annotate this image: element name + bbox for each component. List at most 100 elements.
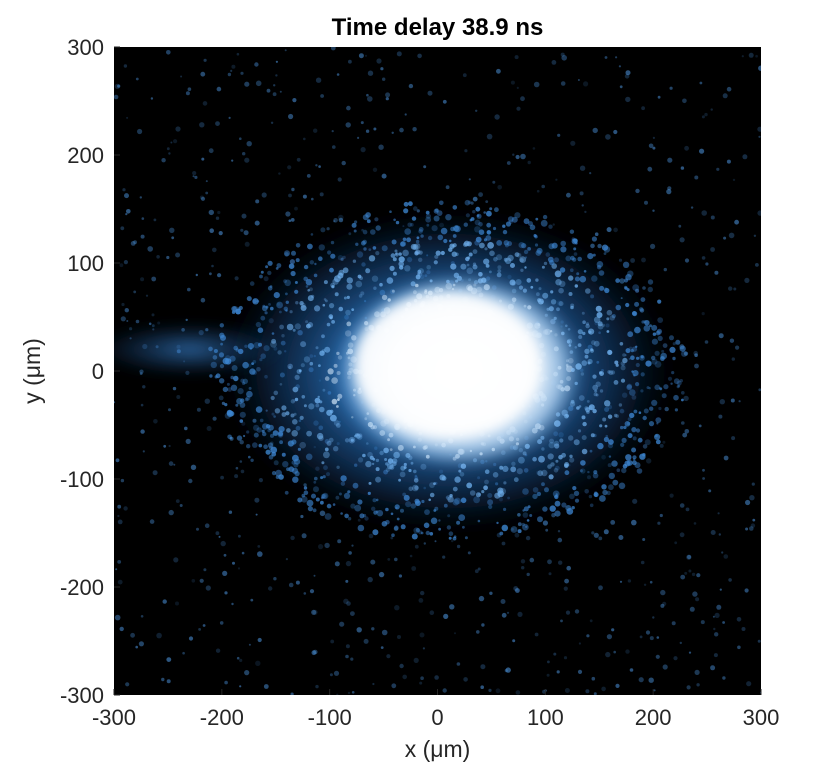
halo-speck	[425, 213, 431, 219]
noise-speck	[115, 568, 118, 571]
noise-speck	[385, 92, 391, 98]
halo-speck	[606, 330, 610, 333]
halo-speck	[573, 490, 580, 497]
halo-speck	[358, 294, 363, 298]
noise-speck	[231, 159, 234, 162]
halo-speck	[242, 381, 246, 385]
halo-speck	[285, 411, 290, 416]
noise-speck	[347, 691, 351, 695]
halo-speck	[494, 207, 499, 213]
halo-speck	[582, 421, 587, 427]
halo-speck	[352, 482, 359, 489]
noise-speck	[290, 535, 295, 541]
halo-speck	[530, 285, 534, 289]
noise-speck	[701, 210, 707, 216]
halo-speck	[452, 205, 458, 210]
halo-speck	[219, 378, 225, 384]
halo-speck	[368, 481, 372, 485]
halo-speck	[615, 278, 620, 283]
halo-speck	[279, 324, 284, 330]
noise-speck	[119, 626, 124, 632]
halo-speck	[560, 240, 566, 247]
halo-speck	[375, 510, 379, 513]
halo-speck	[499, 465, 504, 470]
noise-speck	[745, 527, 749, 531]
halo-speck	[640, 389, 644, 393]
halo-speck	[285, 309, 288, 312]
noise-speck	[117, 504, 122, 509]
noise-speck	[610, 520, 616, 525]
noise-speck	[506, 161, 511, 165]
halo-speck	[543, 261, 548, 266]
noise-speck	[212, 247, 217, 253]
halo-speck	[569, 229, 575, 234]
halo-speck	[440, 250, 445, 256]
halo-speck	[344, 513, 349, 519]
noise-speck	[723, 236, 727, 240]
halo-speck	[439, 200, 444, 206]
halo-speck	[559, 438, 564, 443]
x-tick-label: 300	[743, 705, 780, 730]
halo-speck	[544, 487, 549, 493]
halo-speck	[443, 503, 448, 508]
halo-speck	[345, 309, 351, 316]
noise-speck	[123, 260, 128, 265]
halo-speck	[332, 503, 336, 506]
halo-speck	[420, 463, 427, 470]
halo-speck	[270, 306, 274, 311]
plot-area	[114, 47, 761, 695]
halo-speck	[661, 349, 665, 353]
halo-speck	[214, 375, 218, 379]
noise-speck	[517, 611, 523, 618]
halo-speck	[607, 370, 611, 374]
halo-speck	[627, 270, 634, 277]
halo-speck	[445, 214, 452, 221]
halo-speck	[375, 225, 381, 231]
halo-speck	[300, 341, 307, 348]
noise-speck	[223, 553, 227, 557]
halo-speck	[502, 465, 509, 472]
noise-speck	[512, 639, 516, 643]
halo-speck	[675, 339, 681, 345]
halo-speck	[514, 212, 521, 219]
noise-speck	[660, 589, 666, 596]
halo-speck	[398, 478, 401, 482]
noise-speck	[125, 213, 128, 216]
halo-speck	[294, 281, 298, 284]
halo-speck	[631, 447, 637, 453]
halo-speck	[218, 352, 225, 358]
halo-speck	[458, 469, 462, 473]
noise-speck	[640, 560, 645, 565]
noise-speck	[123, 64, 128, 68]
noise-speck	[684, 258, 690, 263]
halo-speck	[642, 415, 647, 421]
halo-speck	[305, 453, 313, 461]
noise-speck	[694, 363, 699, 369]
halo-speck	[343, 296, 347, 300]
halo-speck	[291, 250, 296, 256]
halo-speck	[581, 311, 585, 315]
halo-speck	[554, 443, 560, 449]
halo-speck	[584, 354, 589, 359]
halo-speck	[305, 320, 309, 324]
halo-speck	[295, 258, 300, 263]
halo-speck	[393, 525, 399, 531]
noise-speck	[360, 147, 366, 153]
noise-speck	[514, 55, 519, 60]
noise-speck	[311, 197, 314, 201]
halo-speck	[599, 285, 605, 291]
halo-speck	[585, 407, 591, 413]
halo-speck	[454, 225, 461, 233]
halo-speck	[541, 265, 545, 269]
halo-speck	[443, 238, 448, 244]
noise-speck	[744, 588, 749, 593]
halo-speck	[548, 441, 555, 449]
noise-speck	[464, 149, 468, 153]
halo-speck	[681, 350, 688, 357]
noise-speck	[394, 605, 400, 611]
halo-speck	[674, 408, 679, 412]
halo-speck	[264, 311, 268, 315]
halo-speck	[607, 349, 613, 355]
noise-speck	[646, 458, 652, 464]
halo-speck	[322, 475, 326, 479]
